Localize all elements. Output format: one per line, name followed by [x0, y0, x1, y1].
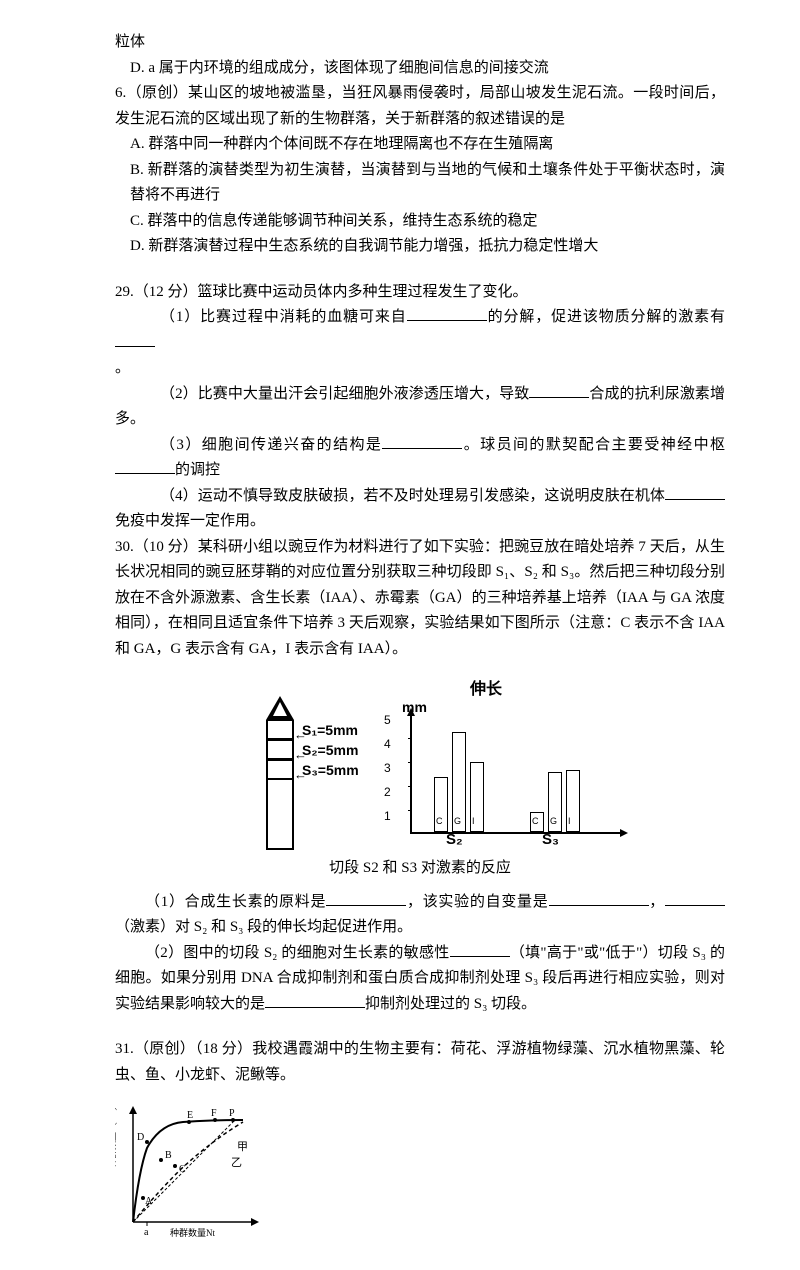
ytick: 2	[384, 782, 391, 802]
text: （3）细胞间传递兴奋的结构是	[115, 437, 382, 453]
x-arrow-icon	[620, 829, 628, 837]
blank	[382, 448, 462, 449]
pt-A: A	[145, 1196, 153, 1207]
chart-area: 1 2 3 4 5 C G I C G I S₂ S₃	[410, 714, 620, 834]
pt-B: B	[165, 1150, 172, 1161]
text: （2）图中的切段 S₂ 的细胞对生长素的敏感性	[115, 945, 450, 961]
text: ，该实验的自变量是	[406, 894, 548, 910]
ytick: 5	[384, 710, 391, 730]
q29-4: （4）运动不慎导致皮肤破损，若不及时处理易引发感染，这说明皮肤在机体免疫中发挥一…	[115, 484, 725, 535]
bar-s3-i: I	[566, 770, 580, 832]
label-jia: 甲	[237, 1141, 248, 1153]
blank	[115, 473, 175, 474]
question-6: 6.（原创）某山区的坡地被滥垦，当狂风暴雨侵袭时，局部山坡发生泥石流。一段时间后…	[115, 81, 725, 132]
x-s3: S₃	[542, 827, 559, 853]
chart-title: 伸长	[470, 676, 502, 703]
question-29: 29.（12 分）篮球比赛中运动员体内多种生理过程发生了变化。	[115, 280, 725, 306]
text: 。	[115, 356, 725, 382]
text: （4）运动不慎导致皮肤破损，若不及时处理易引发感染，这说明皮肤在机体	[115, 488, 665, 504]
text: 。球员间的默契配合主要受神经中枢	[462, 437, 725, 453]
population-curve-graph: A B C D E F P 甲 乙 a 种群数量N(t+1) 种群数量Nt	[115, 1100, 265, 1240]
segment-s1: ←S₁=5mm	[266, 720, 294, 740]
figure-caption: 切段 S2 和 S3 对激素的反应	[115, 856, 725, 882]
blank	[326, 905, 406, 906]
text: （1）合成生长素的原料是	[115, 894, 326, 910]
bar-s2-g: G	[452, 732, 466, 832]
option-b: B. 新群落的演替类型为初生演替，当演替到与当地的气候和土壤条件处于平衡状态时，…	[115, 158, 725, 209]
bar-chart: 伸长 mm 1 2 3 4 5 C G I C G I S₂ S₃	[380, 680, 630, 850]
bar-s2-i: I	[470, 762, 484, 832]
question-30: 30.（10 分）某科研小组以豌豆作为材料进行了如下实验：把豌豆放在暗处培养 7…	[115, 535, 725, 663]
q29-2: （2）比赛中大量出汗会引起细胞外液渗透压增大，导致合成的抗利尿激素增多。	[115, 382, 725, 433]
blank	[407, 320, 487, 321]
text: （激素）对 S₂ 和 S₃ 段的伸长均起促进作用。	[115, 919, 412, 935]
stem-tip	[266, 696, 294, 720]
pt-E: E	[187, 1110, 193, 1121]
figure-row: ←S₁=5mm ←S₂=5mm ←S₃=5mm 伸长 mm 1 2 3 4 5 …	[115, 680, 725, 850]
text: （2）比赛中大量出汗会引起细胞外液渗透压增大，导致	[115, 386, 529, 402]
option-a: A. 群落中同一种群内个体间既不存在地理隔离也不存在生殖隔离	[115, 132, 725, 158]
ytick: 1	[384, 806, 391, 826]
label-a: a	[144, 1227, 149, 1238]
ytick: 3	[384, 758, 391, 778]
option-c: C. 群落中的信息传递能够调节种间关系，维持生态系统的稳定	[115, 209, 725, 235]
blank	[450, 956, 510, 957]
blank	[265, 1007, 365, 1008]
y-axis-label: 种群数量N(t+1)	[115, 1107, 117, 1168]
ytick: 4	[384, 734, 391, 754]
q30-2: （2）图中的切段 S₂ 的细胞对生长素的敏感性（填"高于"或"低于"）切段 S₃…	[115, 941, 725, 1018]
option-d: D. 新群落演替过程中生态系统的自我调节能力增强，抵抗力稳定性增大	[115, 234, 725, 260]
question-31: 31.（原创）（18 分）我校遇霞湖中的生物主要有：荷花、浮游植物绿藻、沉水植物…	[115, 1037, 725, 1088]
segment-s3: ←S₃=5mm	[266, 760, 294, 780]
pt-F: F	[211, 1108, 217, 1119]
pt-C: C	[179, 1164, 186, 1175]
bar-s3-g: G	[548, 772, 562, 832]
blank	[549, 905, 649, 906]
q29-3: （3）细胞间传递兴奋的结构是 。球员间的默契配合主要受神经中枢的调控	[115, 433, 725, 484]
text-line: 粒体	[115, 30, 725, 56]
blank	[115, 346, 155, 347]
pt-D: D	[137, 1132, 144, 1143]
label-yi: 乙	[231, 1156, 242, 1169]
pt-P: P	[229, 1108, 235, 1119]
text: 免疫中发挥一定作用。	[115, 513, 265, 529]
text: 的分解，促进该物质分解的激素有	[487, 309, 725, 325]
text: ，	[649, 894, 665, 910]
text: （1）比赛过程中消耗的血糖可来自	[115, 309, 407, 325]
q30-1: （1）合成生长素的原料是 ，该实验的自变量是 ， （激素）对 S₂ 和 S₃ 段的伸长…	[115, 890, 725, 941]
blank	[529, 397, 589, 398]
x-axis-label: 种群数量Nt	[170, 1227, 215, 1238]
x-s2: S₂	[446, 827, 463, 853]
stem-shaft	[266, 780, 294, 850]
blank	[665, 905, 725, 906]
option-d: D. a 属于内环境的组成成分，该图体现了细胞间信息的间接交流	[115, 56, 725, 82]
s3-label: S₃=5mm	[302, 759, 359, 783]
segment-s2: ←S₂=5mm	[266, 740, 294, 760]
text: 的调控	[175, 462, 220, 478]
q29-1: （1）比赛过程中消耗的血糖可来自 的分解，促进该物质分解的激素有	[115, 305, 725, 356]
bar-s2-c: C	[434, 777, 448, 832]
pea-stem-diagram: ←S₁=5mm ←S₂=5mm ←S₃=5mm	[210, 696, 350, 850]
text: 抑制剂处理过的 S₃ 切段。	[365, 996, 536, 1012]
blank	[665, 499, 725, 500]
